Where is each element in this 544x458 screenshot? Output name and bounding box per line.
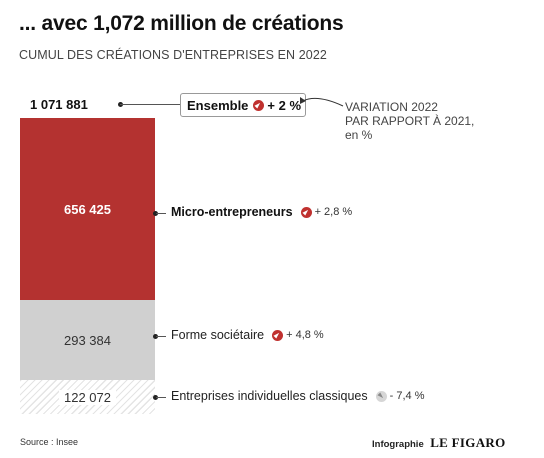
total-leader-line <box>120 104 180 105</box>
credit: Infographie LE FIGARO <box>372 434 505 452</box>
leader-line <box>156 397 166 398</box>
annotation-line: en % <box>345 128 373 142</box>
arrow-up-icon <box>272 329 284 341</box>
leader-line <box>156 213 166 214</box>
leader-line <box>156 336 166 337</box>
category-name: Forme sociétaire <box>171 328 265 342</box>
total-value-label: 1 071 881 <box>30 97 88 112</box>
category-name: Micro-entrepreneurs <box>171 205 293 219</box>
credit-prefix: Infographie <box>372 439 424 450</box>
bar-segment-entreprises-individuelles: 122 072 <box>20 380 155 414</box>
category-change: + 2,8 % <box>314 206 353 218</box>
arrow-up-icon <box>253 99 265 111</box>
bar-segment-forme-societaire: 293 384 <box>20 300 155 380</box>
total-box: Ensemble + 2 % <box>180 93 306 117</box>
annotation-line: PAR RAPPORT À 2021, <box>345 114 475 128</box>
source-note: Source : Insee <box>20 437 79 447</box>
leader-dot <box>153 395 158 400</box>
chart-subtitle: CUMUL DES CRÉATIONS D'ENTREPRISES EN 202… <box>19 48 327 62</box>
leader-dot <box>153 211 158 216</box>
total-change: + 2 % <box>267 97 302 113</box>
annotation-pointer <box>300 97 344 107</box>
chart-title: ... avec 1,072 million de créations <box>19 12 344 35</box>
arrow-down-icon <box>375 390 387 402</box>
segment-value-label: 122 072 <box>59 389 116 405</box>
bar-segment-micro-entrepreneurs: 656 425 <box>20 118 155 300</box>
category-change: - 7,4 % <box>389 390 425 402</box>
variation-annotation: VARIATION 2022 PAR RAPPORT À 2021, en % <box>345 100 474 142</box>
leader-dot <box>153 334 158 339</box>
total-label: Ensemble <box>187 97 249 113</box>
segment-value-label: 656 425 <box>64 201 111 217</box>
segment-value-label: 293 384 <box>64 332 111 348</box>
category-label-forme-societaire: Forme sociétaire + 4,8 % <box>171 328 324 342</box>
category-label-entreprises-individuelles: Entreprises individuelles classiques - 7… <box>171 389 424 403</box>
category-label-micro-entrepreneurs: Micro-entrepreneurs + 2,8 % <box>171 205 352 219</box>
annotation-line: VARIATION 2022 <box>345 100 438 114</box>
category-name: Entreprises individuelles classiques <box>171 389 368 403</box>
arrow-up-icon <box>300 206 312 218</box>
brand-logo: LE FIGARO <box>430 435 506 450</box>
category-change: + 4,8 % <box>286 329 324 341</box>
